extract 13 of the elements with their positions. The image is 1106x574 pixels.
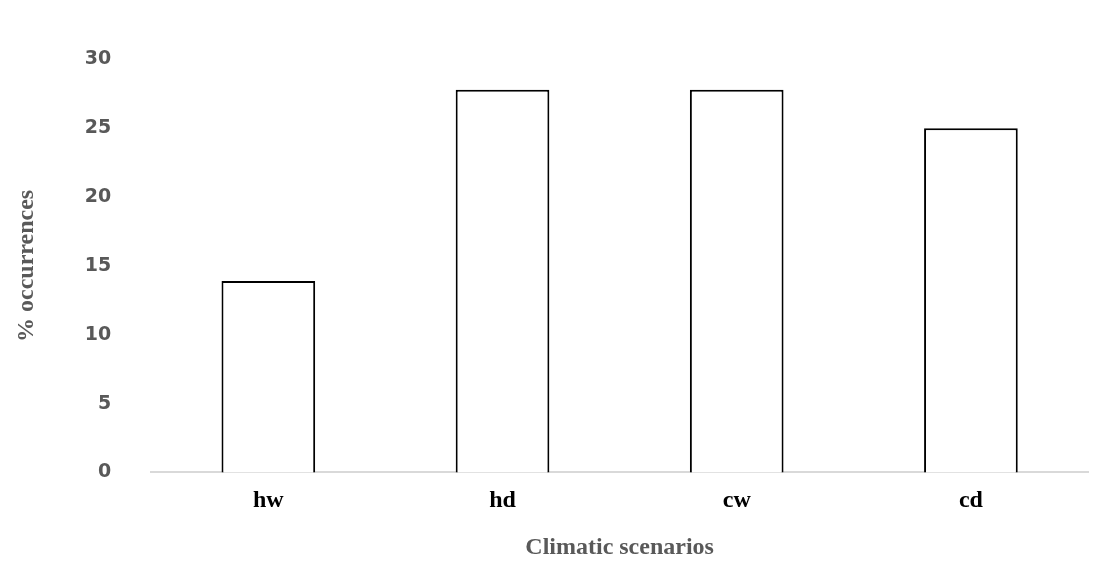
x-tick-label: hw bbox=[252, 486, 285, 512]
y-tick-label: 0 bbox=[98, 459, 112, 482]
y-tick-label: 10 bbox=[84, 321, 112, 344]
y-axis-title: % occurrences bbox=[11, 189, 38, 342]
y-tick-label: 15 bbox=[84, 252, 112, 275]
y-tick-label: 30 bbox=[84, 46, 112, 69]
x-tick-label: hd bbox=[489, 486, 517, 512]
x-tick-label: cd bbox=[958, 486, 984, 512]
y-tick-label: 25 bbox=[84, 115, 112, 138]
y-tick-label: 20 bbox=[84, 184, 112, 206]
y-tick-label: 5 bbox=[98, 390, 112, 413]
x-tick-label: cw bbox=[722, 486, 752, 512]
x-axis-title: Climatic scenarios bbox=[525, 532, 714, 559]
